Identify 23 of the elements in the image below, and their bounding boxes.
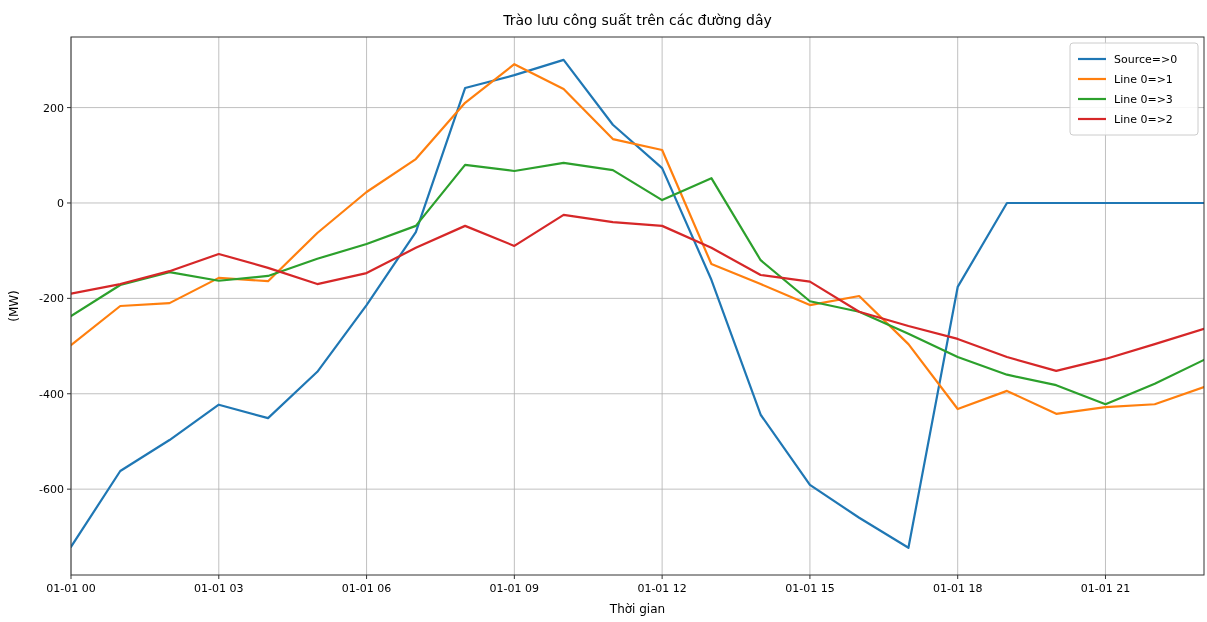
- x-tick-label: 01-01 15: [785, 582, 835, 595]
- x-tick-label: 01-01 06: [341, 582, 392, 595]
- y-tick-label: -600: [39, 483, 64, 497]
- legend-label: Line 0=>3: [1114, 93, 1173, 106]
- y-tick-label: 200: [43, 101, 64, 115]
- x-axis-title: Thời gian: [608, 602, 666, 616]
- chart-title: Trào lưu công suất trên các đường dây: [502, 12, 772, 28]
- y-axis-title: (MW): [7, 290, 21, 322]
- line-series: [71, 63, 1204, 415]
- x-tick-label: 01-01 12: [637, 582, 687, 595]
- x-tick-label: 01-01 21: [1080, 582, 1131, 595]
- x-tick-label: 01-01 03: [194, 582, 244, 595]
- line-series: [71, 213, 1204, 372]
- y-tick-label: -200: [39, 292, 64, 306]
- legend-label: Line 0=>2: [1114, 113, 1173, 126]
- line-series: [71, 161, 1204, 406]
- x-tick-label: 01-01 09: [489, 582, 540, 595]
- x-tick-label: 01-01 18: [932, 582, 983, 595]
- y-tick-label: 0: [57, 196, 64, 210]
- x-tick-label: 01-01 00: [46, 582, 96, 595]
- legend-label: Line 0=>1: [1114, 73, 1173, 86]
- legend-label: Source=>0: [1114, 53, 1178, 66]
- y-tick-label: -400: [39, 387, 64, 401]
